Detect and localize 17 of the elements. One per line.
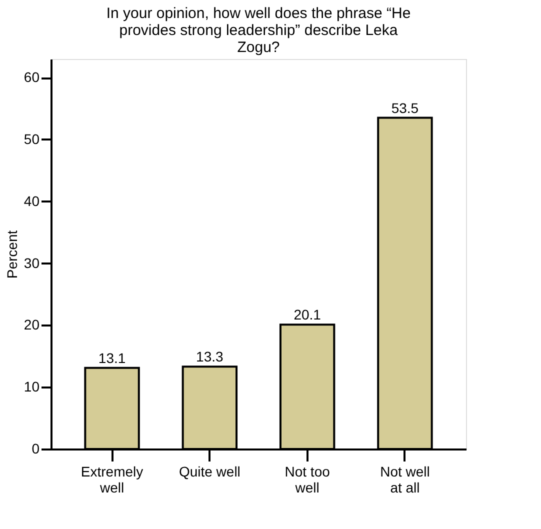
- x-tick-label: Extremely well: [80, 464, 144, 496]
- y-tick-label: 20: [24, 316, 40, 333]
- chart-title: In your opinion, how well does the phrase “He provides strong leadership” describe Leka Zogu?: [106, 5, 411, 56]
- data-label: 20.1: [294, 306, 322, 323]
- data-label: 13.1: [98, 350, 126, 366]
- x-tick-label: Not well at all: [380, 464, 430, 496]
- x-tick-label: Not too well: [284, 464, 330, 496]
- y-tick-label: 40: [24, 192, 40, 209]
- y-tick-label: 60: [24, 69, 40, 86]
- y-axis-title: Percent: [4, 230, 20, 279]
- data-label: 53.5: [391, 100, 419, 116]
- y-tick-label: 10: [24, 378, 40, 395]
- x-tick-label: Quite well: [178, 464, 240, 480]
- data-label: 13.3: [196, 348, 224, 365]
- y-tick-label: 50: [24, 130, 40, 147]
- y-tick-label: 30: [24, 254, 40, 271]
- y-tick-label: 0: [32, 440, 40, 456]
